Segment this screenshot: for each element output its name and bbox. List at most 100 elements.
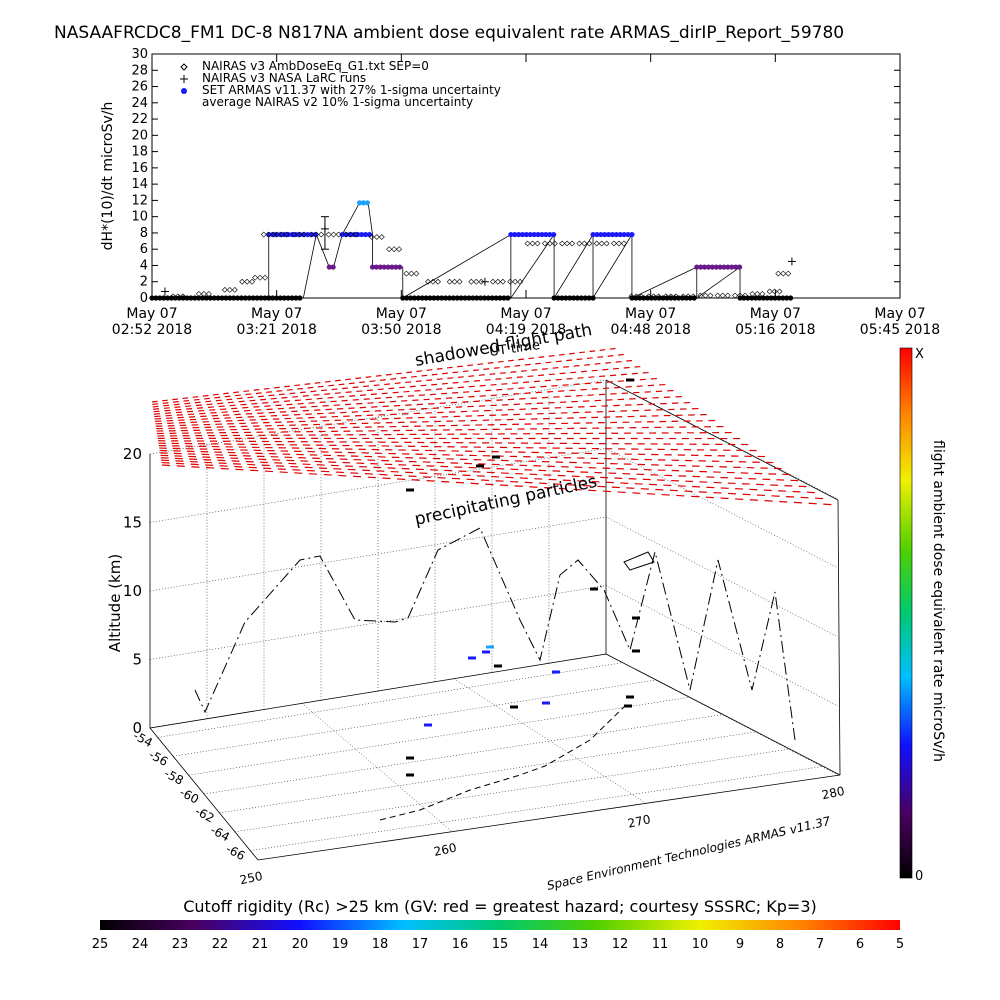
track-marker [624,704,632,708]
x-tick-label-time: 03:50 2018 [361,322,441,338]
armas-point [273,295,280,301]
nairas-diamond [564,240,570,247]
rigidity-tick-label: 13 [572,937,589,952]
particle-mark [580,370,587,373]
particle-mark [384,383,391,386]
nairas-diamond [628,293,635,300]
nairas-diamond [702,292,709,299]
particle-mark [257,395,264,398]
track-marker [424,723,432,727]
particle-mark [495,378,502,380]
armas-point [535,231,541,238]
armas-point [481,295,488,301]
nairas-diamond [593,240,600,247]
nairas-diamond [221,286,228,293]
particle-mark [163,404,170,407]
armas-point [262,295,268,301]
particle-mark [317,385,324,388]
y-tick-label: 8 [140,226,148,241]
rigidity-tick-label: 18 [372,937,389,952]
latitude-gridline [188,696,690,776]
particle-mark [499,372,506,374]
particle-mark [586,357,593,360]
particle-mark [281,396,288,399]
latitude-tick-label: -60 [177,785,201,807]
particle-mark [373,384,380,387]
nairas-diamond [524,240,531,247]
y-tick-label: 26 [131,80,148,95]
x-tick-label-time: 04:19 2018 [486,322,566,338]
particle-mark [473,369,479,372]
nairas-diamond [408,270,415,277]
nairas-diamond [754,291,761,297]
ground-track-line [379,704,627,821]
particle-mark [589,350,596,353]
armas-point [641,295,647,301]
armas-point [427,295,433,301]
latitude-tick-label: -62 [193,804,217,826]
particle-mark [594,362,601,365]
nairas-diamond [301,231,307,238]
rigidity-colorbar-bar [100,920,900,930]
flight-path-3d-panel: Altitude (km) 0 5 10 15 20 -54-56-58-60-62-6… [106,320,846,893]
armas-point [736,264,743,270]
particle-mark [597,356,604,358]
rigidity-tick-label: 17 [412,937,429,952]
armas-point [501,295,507,301]
armas-point [574,295,581,301]
armas-point [393,264,399,270]
particle-mark [591,369,598,372]
longitude-gridline [605,653,841,776]
rigidity-tick-label: 19 [332,937,349,952]
armas-point [207,295,213,301]
armas-point [705,264,712,270]
longitude-gridline [301,703,453,832]
rigidity-colorbar-title: Cutoff rigidity (Rc) >25 km (GV: red = g… [183,897,817,916]
armas-point [512,231,518,238]
nairas-diamond [569,240,575,247]
nairas-diamond [325,231,332,238]
armas-point [362,231,369,238]
particle-mark [355,377,362,380]
y-tick-label: 22 [131,112,148,127]
particle-mark [409,385,416,388]
armas-point [377,264,383,270]
track-marker [486,645,494,649]
particle-mark [548,373,555,376]
particle-mark [514,364,521,367]
armas-point [709,264,715,270]
particle-mark [263,387,270,390]
particle-mark [174,406,181,408]
altitude-profile-line [194,527,796,741]
rigidity-tick-label: 16 [452,937,469,952]
particle-mark [617,353,624,356]
particle-mark [609,347,616,350]
armas-point [312,231,319,238]
particle-mark [506,377,513,379]
altitude-gridline [149,379,607,455]
track-marker [494,664,502,668]
nairas-diamond [499,278,506,285]
particle-mark [206,403,213,406]
particle-mark [297,387,304,390]
armas-point [231,295,237,301]
particle-mark [483,368,490,370]
nairas-diamond [244,278,251,285]
rigidity-tick-label: 21 [252,937,269,952]
armas-point [741,295,747,301]
y-tick-label: 2 [140,275,148,290]
legend-dot-icon [181,88,187,94]
armas-point [289,295,295,301]
particle-mark [193,398,200,401]
dose-colorbar-top-label: X [915,347,924,362]
nairas-diamond [662,293,669,300]
particle-mark [548,354,555,357]
armas-point [458,295,464,301]
right-wall-top [605,379,839,501]
track-marker [406,756,414,760]
nairas-diamond [507,278,514,285]
nairas-diamond [473,278,480,285]
armas-point [219,295,225,301]
armas-point [768,295,774,301]
